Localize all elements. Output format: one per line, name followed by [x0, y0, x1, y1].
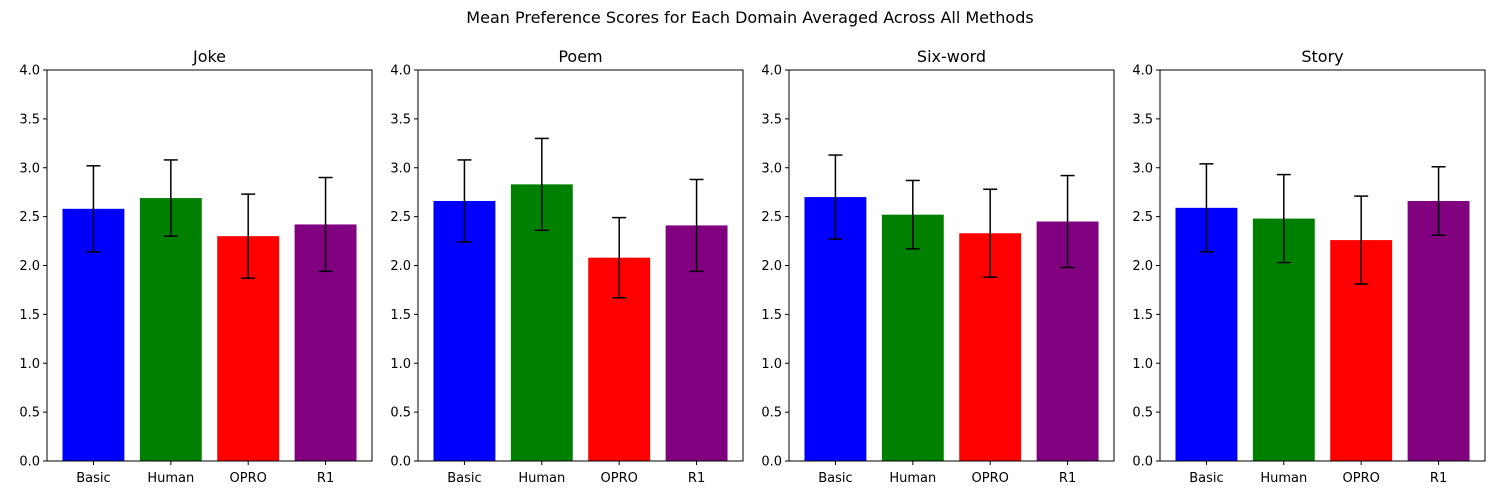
y-tick-label: 2.0: [1132, 259, 1153, 274]
panel-title: Joke: [192, 47, 226, 66]
x-tick-label: R1: [1430, 471, 1447, 486]
panel-title: Story: [1301, 47, 1343, 66]
chart-panel-joke: Joke 0.0 0.5 1.0 1.5 2.0 2.5 3.0 3.5 4.0 Basic Huma…: [19, 47, 373, 486]
panel-title: Six-word: [917, 47, 986, 66]
y-tick-label: 3.5: [761, 112, 782, 127]
y-tick-label: 0.0: [19, 455, 40, 470]
y-tick-label: 1.0: [761, 357, 782, 372]
x-tick-label: Human: [518, 471, 565, 486]
figure-title: Mean Preference Scores for Each Domain A…: [466, 8, 1034, 27]
y-tick-label: 3.5: [19, 112, 40, 127]
y-tick-label: 3.0: [390, 161, 411, 176]
y-tick-label: 2.0: [19, 259, 40, 274]
y-tick-label: 1.0: [1132, 357, 1153, 372]
y-tick-label: 2.5: [761, 210, 782, 225]
y-tick-label: 4.0: [761, 64, 782, 79]
y-tick-label: 3.0: [761, 161, 782, 176]
y-tick-label: 0.5: [1132, 406, 1153, 421]
x-tick-label: Human: [147, 471, 194, 486]
y-tick-label: 4.0: [390, 64, 411, 79]
x-tick-label: OPRO: [1343, 471, 1380, 486]
x-tick-label: Basic: [447, 471, 481, 486]
y-tick-label: 0.0: [390, 455, 411, 470]
y-tick-label: 2.5: [390, 210, 411, 225]
x-tick-label: Basic: [1189, 471, 1223, 486]
x-tick-label: Basic: [76, 471, 110, 486]
x-tick-label: OPRO: [601, 471, 638, 486]
bar-basic: [433, 200, 496, 462]
y-tick-label: 1.5: [390, 308, 411, 323]
axes-frame: [417, 69, 744, 462]
y-tick-label: 1.5: [19, 308, 40, 323]
y-tick-label: 3.5: [1132, 112, 1153, 127]
y-tick-label: 0.5: [761, 406, 782, 421]
y-tick-label: 1.0: [390, 357, 411, 372]
x-tick-label: Basic: [818, 471, 852, 486]
bar-basic: [804, 197, 867, 461]
y-tick-label: 4.0: [19, 64, 40, 79]
y-tick-label: 0.0: [1132, 455, 1153, 470]
y-tick-label: 2.5: [1132, 210, 1153, 225]
y-tick-label: 1.0: [19, 357, 40, 372]
x-tick-label: OPRO: [972, 471, 1009, 486]
y-tick-label: 3.5: [390, 112, 411, 127]
x-tick-label: Human: [889, 471, 936, 486]
bar-human: [881, 214, 944, 461]
y-tick-label: 3.0: [1132, 161, 1153, 176]
chart-panel-poem: Poem 0.0 0.5 1.0 1.5 2.0 2.5 3.0 3.5 4.0 Basic Huma…: [390, 47, 744, 486]
y-tick-label: 1.5: [1132, 308, 1153, 323]
x-tick-label: OPRO: [230, 471, 267, 486]
y-tick-label: 3.0: [19, 161, 40, 176]
y-tick-label: 4.0: [1132, 64, 1153, 79]
y-tick-label: 2.0: [761, 259, 782, 274]
axes-frame: [1159, 69, 1486, 462]
bar-human: [139, 198, 202, 462]
axes-frame: [46, 69, 373, 462]
x-tick-label: R1: [1059, 471, 1076, 486]
y-tick-label: 0.0: [761, 455, 782, 470]
y-tick-label: 0.5: [390, 406, 411, 421]
y-tick-label: 2.5: [19, 210, 40, 225]
bar-r1: [1407, 200, 1470, 462]
panel-title: Poem: [558, 47, 602, 66]
chart-panel-six-word: Six-word 0.0 0.5 1.0 1.5 2.0 2.5 3.0 3.5 4.0 Basic…: [761, 47, 1115, 486]
y-tick-label: 2.0: [390, 259, 411, 274]
x-tick-label: R1: [317, 471, 334, 486]
x-tick-label: R1: [688, 471, 705, 486]
x-tick-label: Human: [1260, 471, 1307, 486]
axes-frame: [788, 69, 1115, 462]
y-tick-label: 0.5: [19, 406, 40, 421]
chart-panel-story: Story 0.0 0.5 1.0 1.5 2.0 2.5 3.0 3.5 4.0 Basic Hum…: [1132, 47, 1486, 486]
y-tick-label: 1.5: [761, 308, 782, 323]
